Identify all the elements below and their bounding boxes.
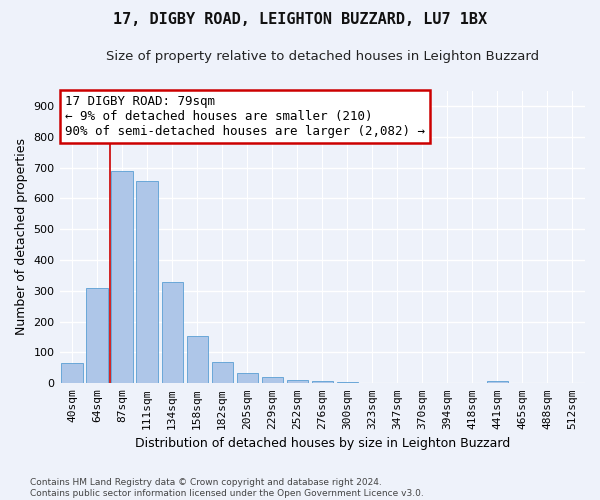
Bar bbox=[236, 374, 258, 384]
Text: 17, DIGBY ROAD, LEIGHTON BUZZARD, LU7 1BX: 17, DIGBY ROAD, LEIGHTON BUZZARD, LU7 1B… bbox=[113, 12, 487, 28]
Text: Contains HM Land Registry data © Crown copyright and database right 2024.
Contai: Contains HM Land Registry data © Crown c… bbox=[30, 478, 424, 498]
Bar bbox=[112, 172, 133, 384]
Bar bbox=[311, 381, 333, 384]
Bar bbox=[136, 182, 158, 384]
Bar bbox=[187, 336, 208, 384]
Text: 17 DIGBY ROAD: 79sqm
← 9% of detached houses are smaller (210)
90% of semi-detac: 17 DIGBY ROAD: 79sqm ← 9% of detached ho… bbox=[65, 95, 425, 138]
X-axis label: Distribution of detached houses by size in Leighton Buzzard: Distribution of detached houses by size … bbox=[134, 437, 510, 450]
Bar bbox=[337, 382, 358, 384]
Bar bbox=[287, 380, 308, 384]
Bar bbox=[61, 364, 83, 384]
Bar bbox=[161, 282, 183, 384]
Y-axis label: Number of detached properties: Number of detached properties bbox=[15, 138, 28, 336]
Bar bbox=[362, 382, 383, 384]
Bar bbox=[86, 288, 108, 384]
Title: Size of property relative to detached houses in Leighton Buzzard: Size of property relative to detached ho… bbox=[106, 50, 539, 63]
Bar bbox=[487, 381, 508, 384]
Bar bbox=[212, 362, 233, 384]
Bar bbox=[262, 377, 283, 384]
